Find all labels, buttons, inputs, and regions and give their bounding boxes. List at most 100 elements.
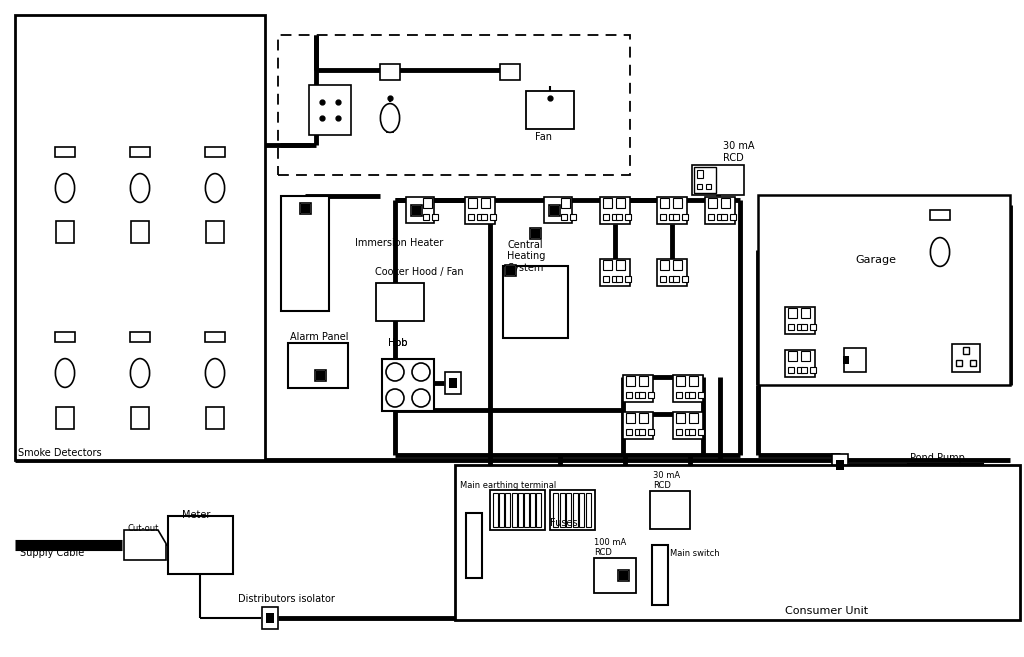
Bar <box>549 204 559 215</box>
Bar <box>694 167 716 193</box>
Bar <box>168 516 232 574</box>
Bar <box>131 221 150 243</box>
Circle shape <box>412 389 430 407</box>
Bar <box>930 210 950 220</box>
Bar <box>530 493 536 527</box>
Bar <box>500 493 504 527</box>
Bar <box>843 356 849 364</box>
Bar <box>673 260 682 270</box>
Bar <box>689 413 698 423</box>
Bar <box>698 429 705 435</box>
Bar <box>708 198 717 208</box>
Bar <box>432 214 438 220</box>
Text: Fuses: Fuses <box>550 518 578 528</box>
Bar <box>616 214 622 220</box>
Bar <box>721 198 730 208</box>
Bar <box>797 324 803 330</box>
Bar <box>561 214 567 220</box>
Bar <box>309 85 351 135</box>
Bar <box>682 276 688 282</box>
Text: 100 mA
RCD: 100 mA RCD <box>594 537 627 557</box>
Bar <box>657 196 687 223</box>
Bar <box>603 260 612 270</box>
Bar <box>411 204 422 215</box>
Bar <box>505 265 515 275</box>
Bar <box>648 392 654 398</box>
Bar <box>801 324 807 330</box>
Bar <box>801 308 810 318</box>
Bar <box>55 332 75 342</box>
Bar <box>530 229 540 237</box>
Bar <box>626 413 635 423</box>
Bar <box>639 429 645 435</box>
Bar <box>412 206 421 214</box>
Bar <box>788 324 794 330</box>
Text: Central
Heating
System: Central Heating System <box>507 240 546 273</box>
Ellipse shape <box>206 173 224 202</box>
Bar <box>314 369 326 380</box>
Bar <box>721 214 727 220</box>
Bar <box>660 198 669 208</box>
Bar <box>676 413 685 423</box>
Bar <box>600 196 630 223</box>
Bar <box>586 493 591 527</box>
Text: Immersion Heater: Immersion Heater <box>355 238 443 248</box>
Bar <box>490 490 545 530</box>
Bar <box>797 367 803 373</box>
Bar <box>626 429 632 435</box>
Bar <box>506 493 510 527</box>
Bar <box>288 342 348 388</box>
Bar <box>952 344 980 372</box>
Bar <box>639 413 648 423</box>
Bar <box>445 372 461 394</box>
Bar <box>692 165 744 195</box>
Bar <box>526 91 574 129</box>
Bar <box>468 198 477 208</box>
Bar <box>698 392 705 398</box>
Circle shape <box>386 363 404 381</box>
Bar <box>673 198 682 208</box>
Bar <box>801 351 810 361</box>
Bar <box>689 429 695 435</box>
Bar <box>205 147 225 157</box>
Bar <box>717 214 723 220</box>
Bar <box>603 214 609 220</box>
Bar <box>512 493 516 527</box>
Bar <box>788 308 797 318</box>
Bar <box>423 198 432 208</box>
Bar <box>572 493 578 527</box>
Bar <box>788 351 797 361</box>
Bar <box>801 367 807 373</box>
Bar <box>685 392 691 398</box>
Text: Meter: Meter <box>182 510 210 520</box>
Text: Smoke Detectors: Smoke Detectors <box>18 448 101 458</box>
Bar <box>635 429 641 435</box>
Bar <box>626 392 632 398</box>
Bar <box>660 260 669 270</box>
Text: 30 mA
RCD: 30 mA RCD <box>723 141 755 163</box>
Bar <box>603 276 609 282</box>
Bar <box>697 170 703 178</box>
Bar <box>635 392 641 398</box>
Ellipse shape <box>55 359 75 388</box>
Bar <box>648 429 654 435</box>
Bar <box>623 374 653 401</box>
Bar <box>657 258 687 286</box>
Bar <box>266 613 274 623</box>
Bar <box>503 266 567 338</box>
Bar <box>15 15 265 460</box>
Bar <box>689 376 698 386</box>
Bar <box>518 493 523 527</box>
Bar <box>603 198 612 208</box>
Bar <box>616 260 625 270</box>
Bar <box>673 374 703 401</box>
Text: Alarm Panel: Alarm Panel <box>290 332 348 342</box>
Bar <box>660 214 666 220</box>
Bar <box>281 196 329 311</box>
Text: Cut-out: Cut-out <box>128 524 160 533</box>
Bar <box>730 214 736 220</box>
Bar <box>130 147 150 157</box>
Bar <box>423 214 429 220</box>
Bar <box>406 197 434 223</box>
Bar <box>705 196 735 223</box>
